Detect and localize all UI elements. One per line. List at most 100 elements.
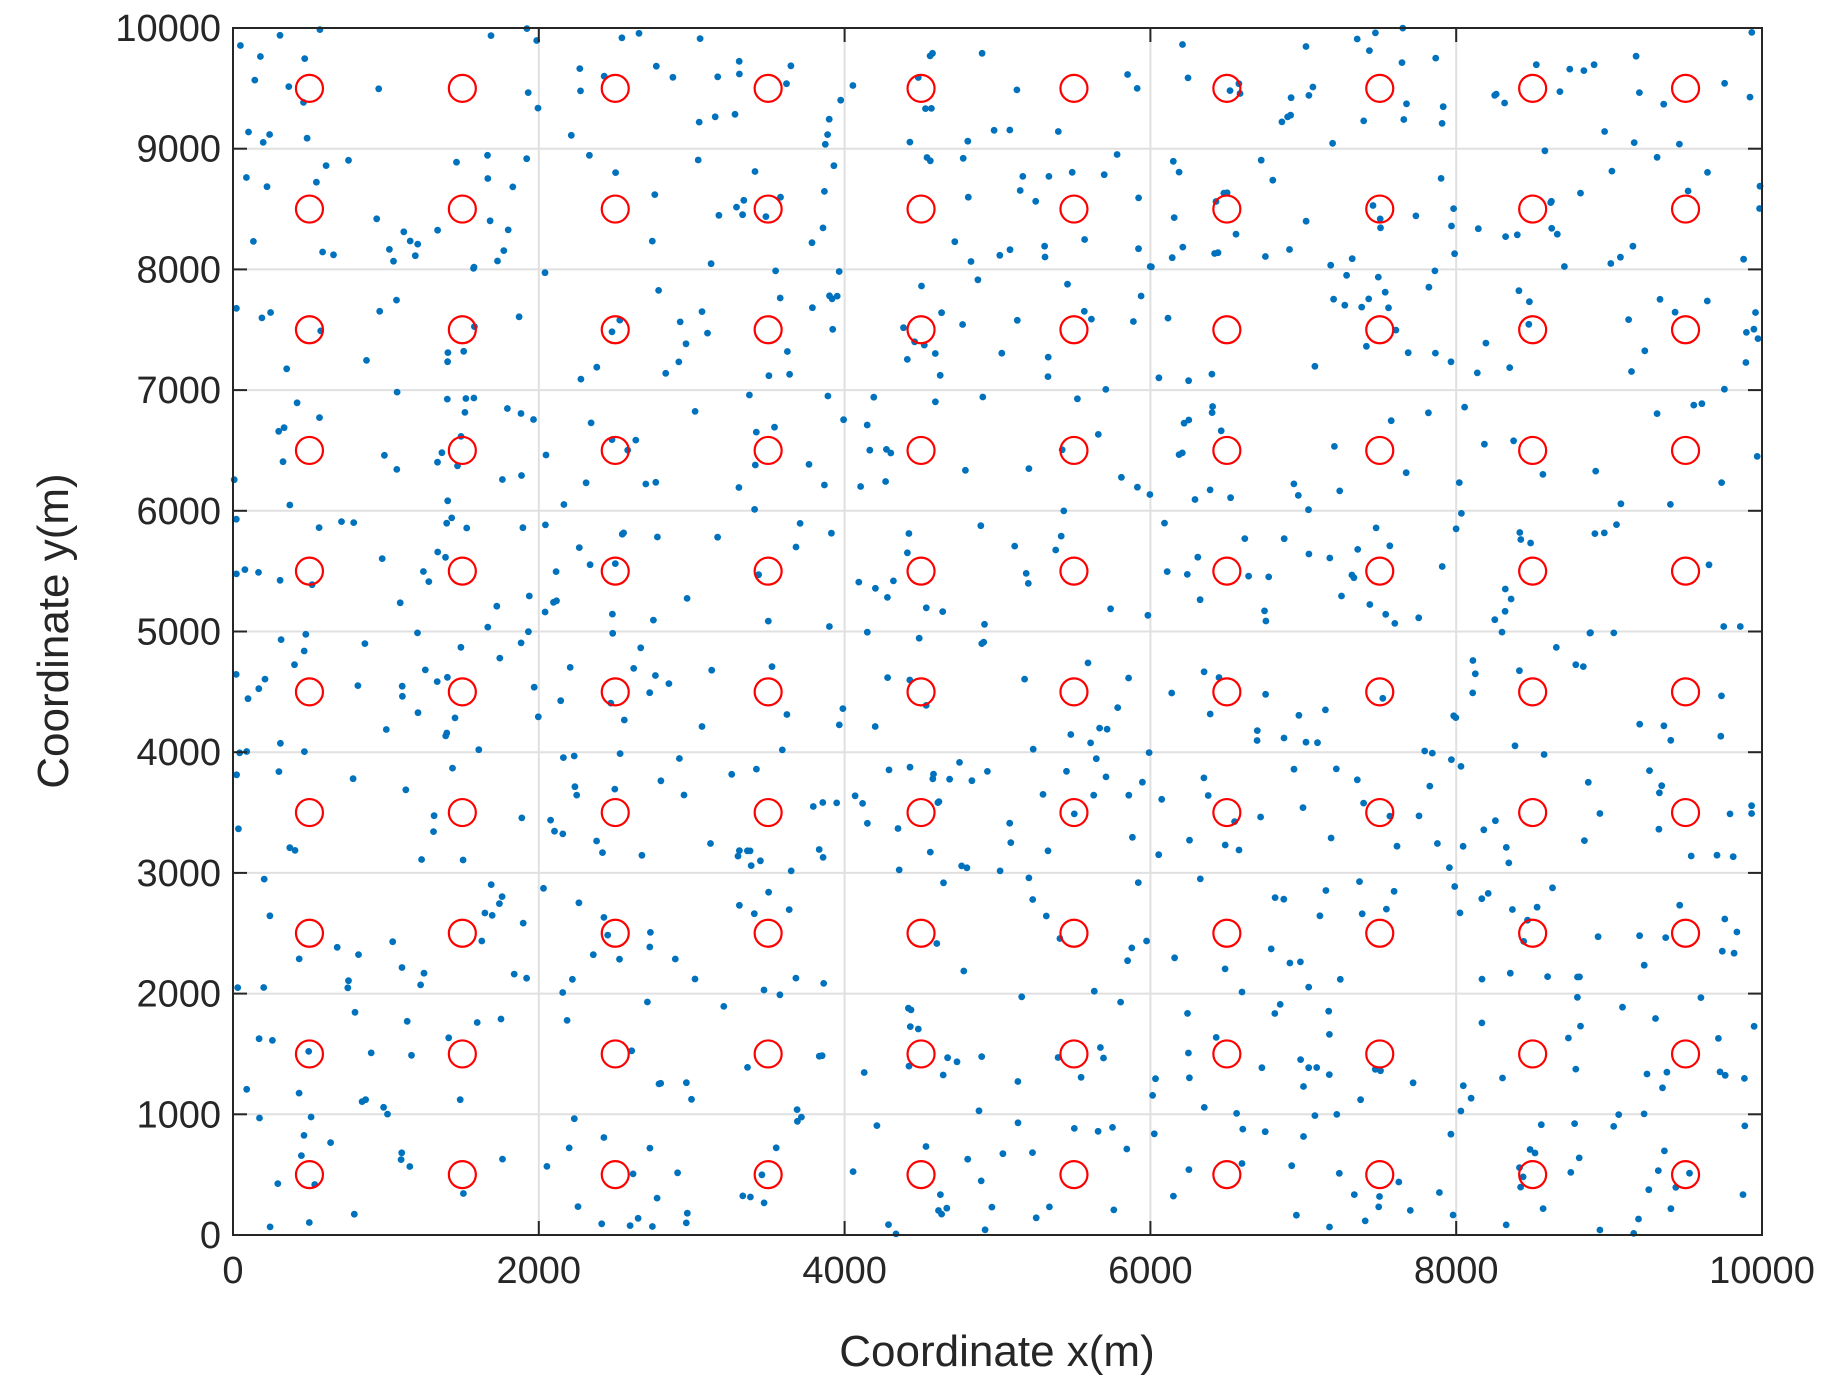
node-point <box>653 1194 661 1202</box>
node-point <box>1607 260 1615 267</box>
node-point <box>386 246 393 253</box>
node-point <box>933 940 941 947</box>
node-point <box>1322 887 1330 894</box>
node-point <box>1498 628 1506 636</box>
node-point <box>1361 1217 1369 1225</box>
node-point <box>1501 607 1509 615</box>
center-marker <box>1059 556 1089 586</box>
node-point <box>263 183 271 191</box>
y-tick-label: 1000 <box>136 1094 221 1136</box>
node-point <box>1615 1111 1623 1118</box>
y-tick-label: 10000 <box>115 8 221 50</box>
node-point <box>300 647 308 655</box>
node-point <box>1686 1169 1693 1177</box>
node-point <box>892 1230 900 1238</box>
node-point <box>1208 409 1216 416</box>
node-point <box>805 461 813 468</box>
node-point <box>1184 1010 1191 1017</box>
node-point <box>746 391 753 399</box>
node-point <box>338 518 345 525</box>
node-point <box>487 881 495 888</box>
node-point <box>1194 553 1202 561</box>
center-marker <box>906 1160 936 1190</box>
node-point <box>237 42 244 49</box>
center-marker <box>294 1039 325 1069</box>
node-point <box>1233 1110 1240 1117</box>
node-point <box>1088 315 1095 323</box>
node-point <box>1635 1215 1642 1223</box>
node-point <box>1294 492 1302 499</box>
node-point <box>871 723 879 730</box>
node-point <box>1601 128 1608 135</box>
node-point <box>488 912 496 919</box>
node-point <box>760 1199 768 1207</box>
center-marker <box>1059 194 1089 224</box>
node-point <box>575 544 583 551</box>
node-point <box>1090 987 1098 995</box>
node-point <box>1130 318 1137 325</box>
node-point <box>344 984 352 992</box>
node-point <box>1326 1031 1333 1038</box>
node-point <box>301 748 308 755</box>
node-point <box>1636 720 1644 728</box>
node-point <box>434 458 441 466</box>
node-point <box>470 263 478 271</box>
node-point <box>438 449 446 457</box>
node-point <box>1400 116 1408 123</box>
node-point <box>1305 550 1313 558</box>
node-point <box>276 31 284 39</box>
node-point <box>612 169 619 177</box>
node-point <box>1741 1075 1748 1082</box>
node-point <box>1326 1223 1333 1231</box>
node-point <box>1748 802 1755 810</box>
center-marker <box>600 73 630 103</box>
node-point <box>398 682 406 690</box>
node-point <box>1327 261 1335 269</box>
center-marker <box>600 918 630 948</box>
node-point <box>1404 349 1412 357</box>
node-point <box>525 628 532 636</box>
node-point <box>1716 1068 1724 1076</box>
center-marker <box>1518 797 1548 828</box>
node-point <box>819 224 827 232</box>
node-point <box>1474 225 1482 233</box>
node-point <box>518 814 526 822</box>
node-point <box>642 480 650 488</box>
node-point <box>420 969 428 977</box>
node-point <box>1044 847 1052 855</box>
node-point <box>1287 111 1294 119</box>
node-point <box>630 665 638 672</box>
node-point <box>1074 395 1081 403</box>
node-point <box>903 356 911 363</box>
node-point <box>250 238 257 245</box>
node-point <box>494 257 501 265</box>
node-point <box>1039 791 1047 798</box>
node-point <box>515 313 523 321</box>
node-point <box>1134 483 1141 491</box>
node-point <box>1305 1064 1313 1072</box>
node-point <box>604 931 612 939</box>
node-point <box>884 594 891 601</box>
center-marker <box>1059 1160 1089 1190</box>
node-point <box>1286 246 1293 253</box>
node-point <box>680 791 688 799</box>
node-point <box>257 53 264 60</box>
center-marker <box>1365 797 1395 828</box>
node-point <box>964 193 972 201</box>
node-point <box>1209 403 1216 410</box>
node-point <box>734 852 742 860</box>
node-point <box>1100 171 1108 179</box>
y-tick-label: 0 <box>200 1215 221 1257</box>
node-point <box>457 643 465 651</box>
node-point <box>757 857 764 865</box>
node-point <box>1226 87 1234 94</box>
node-point <box>616 955 623 963</box>
node-point <box>688 1095 695 1103</box>
node-point <box>1481 440 1488 448</box>
node-point <box>1439 103 1447 111</box>
node-point <box>1740 255 1747 263</box>
node-point <box>1743 329 1750 336</box>
node-point <box>1302 217 1310 225</box>
node-point <box>1721 1071 1729 1079</box>
